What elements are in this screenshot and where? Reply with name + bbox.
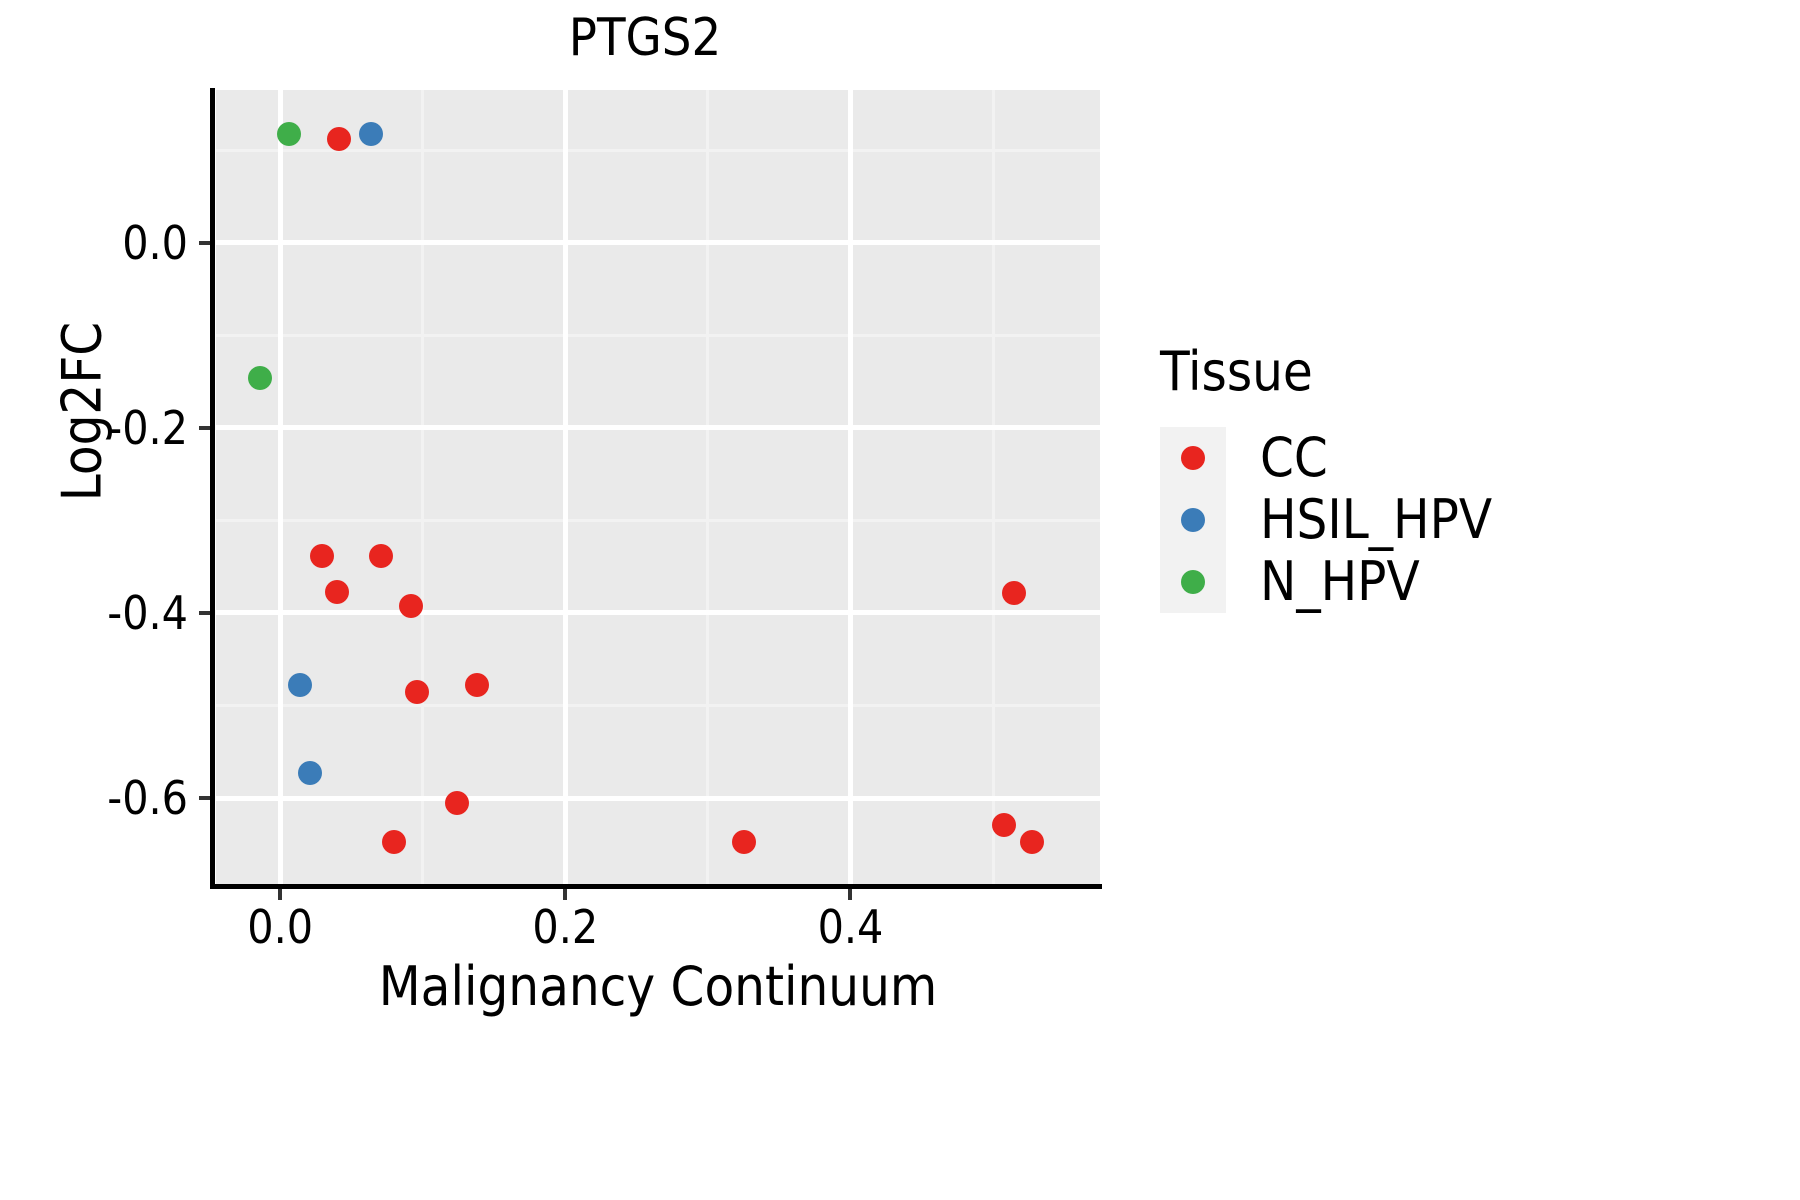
legend-items: CC HSIL_HPV N_HPV [1160,427,1680,613]
legend-item-n_hpv[interactable]: N_HPV [1160,551,1680,613]
gridline-major-horizontal [216,425,1100,431]
gridline-minor-horizontal [216,518,1100,522]
x-axis-title: Malignancy Continuum [378,955,938,1018]
y-axis-tick [199,610,210,615]
data-point-cc [1002,580,1027,605]
chart-title: PTGS2 [568,8,722,68]
data-point-cc [1019,830,1044,855]
data-point-cc [382,830,407,855]
data-point-cc [325,579,350,604]
legend-key-hsil_hpv [1160,489,1226,551]
data-point-cc [369,544,394,569]
y-axis-tick-label: -0.4 [107,585,188,640]
data-point-n_hpv [276,122,301,147]
gridline-minor-vertical [421,90,425,886]
data-point-cc [326,127,351,152]
y-axis-tick-label: -0.2 [107,400,188,455]
data-point-hsil_hpv [359,122,384,147]
legend-item-label: N_HPV [1260,550,1420,613]
y-axis-tick-label: -0.6 [107,771,188,826]
x-axis-line [210,884,1102,889]
gridline-major-vertical [277,90,283,886]
gridline-major-horizontal [216,610,1100,616]
gridline-major-vertical [847,90,853,886]
y-axis-tick [199,425,210,430]
data-point-cc [309,544,334,569]
legend-dot-icon [1181,570,1205,594]
gridline-minor-vertical [706,90,710,886]
data-point-n_hpv [248,365,273,390]
legend-key-n_hpv [1160,551,1226,613]
y-axis-line [210,88,215,888]
legend-item-hsil_hpv[interactable]: HSIL_HPV [1160,489,1680,551]
plot-panel [216,90,1100,886]
legend-key-cc [1160,427,1226,489]
y-axis-tick-label: 0.0 [122,215,188,270]
data-point-cc [731,830,756,855]
data-point-cc [405,679,430,704]
y-axis-tick [199,240,210,245]
gridline-minor-horizontal [216,333,1100,337]
legend-item-cc[interactable]: CC [1160,427,1680,489]
x-axis-tick-label: 0.2 [532,900,599,954]
x-axis-tick [848,889,853,900]
gridline-minor-vertical [991,90,995,886]
data-point-cc [464,673,489,698]
x-axis-tick [278,889,283,900]
data-point-cc [992,812,1017,837]
legend-item-label: CC [1260,426,1328,489]
legend-dot-icon [1181,446,1205,470]
x-axis-tick-label: 0.0 [247,900,314,954]
legend-title: Tissue [1160,340,1313,403]
data-point-cc [399,593,424,618]
gridline-major-horizontal [216,795,1100,801]
legend-item-label: HSIL_HPV [1260,488,1493,551]
y-axis-title: Log2FC [50,321,114,502]
gridline-minor-horizontal [216,704,1100,707]
legend-dot-icon [1181,508,1205,532]
x-axis-tick [563,889,568,900]
data-point-hsil_hpv [298,761,323,786]
gridline-major-vertical [562,90,568,886]
gridline-major-horizontal [216,240,1100,246]
data-point-hsil_hpv [288,673,313,698]
y-axis-tick [199,796,210,801]
legend: Tissue CC HSIL_HPV N_HPV [1160,345,1680,613]
data-point-cc [444,790,469,815]
gridline-minor-horizontal [216,148,1100,152]
x-axis-tick-label: 0.4 [817,900,884,954]
